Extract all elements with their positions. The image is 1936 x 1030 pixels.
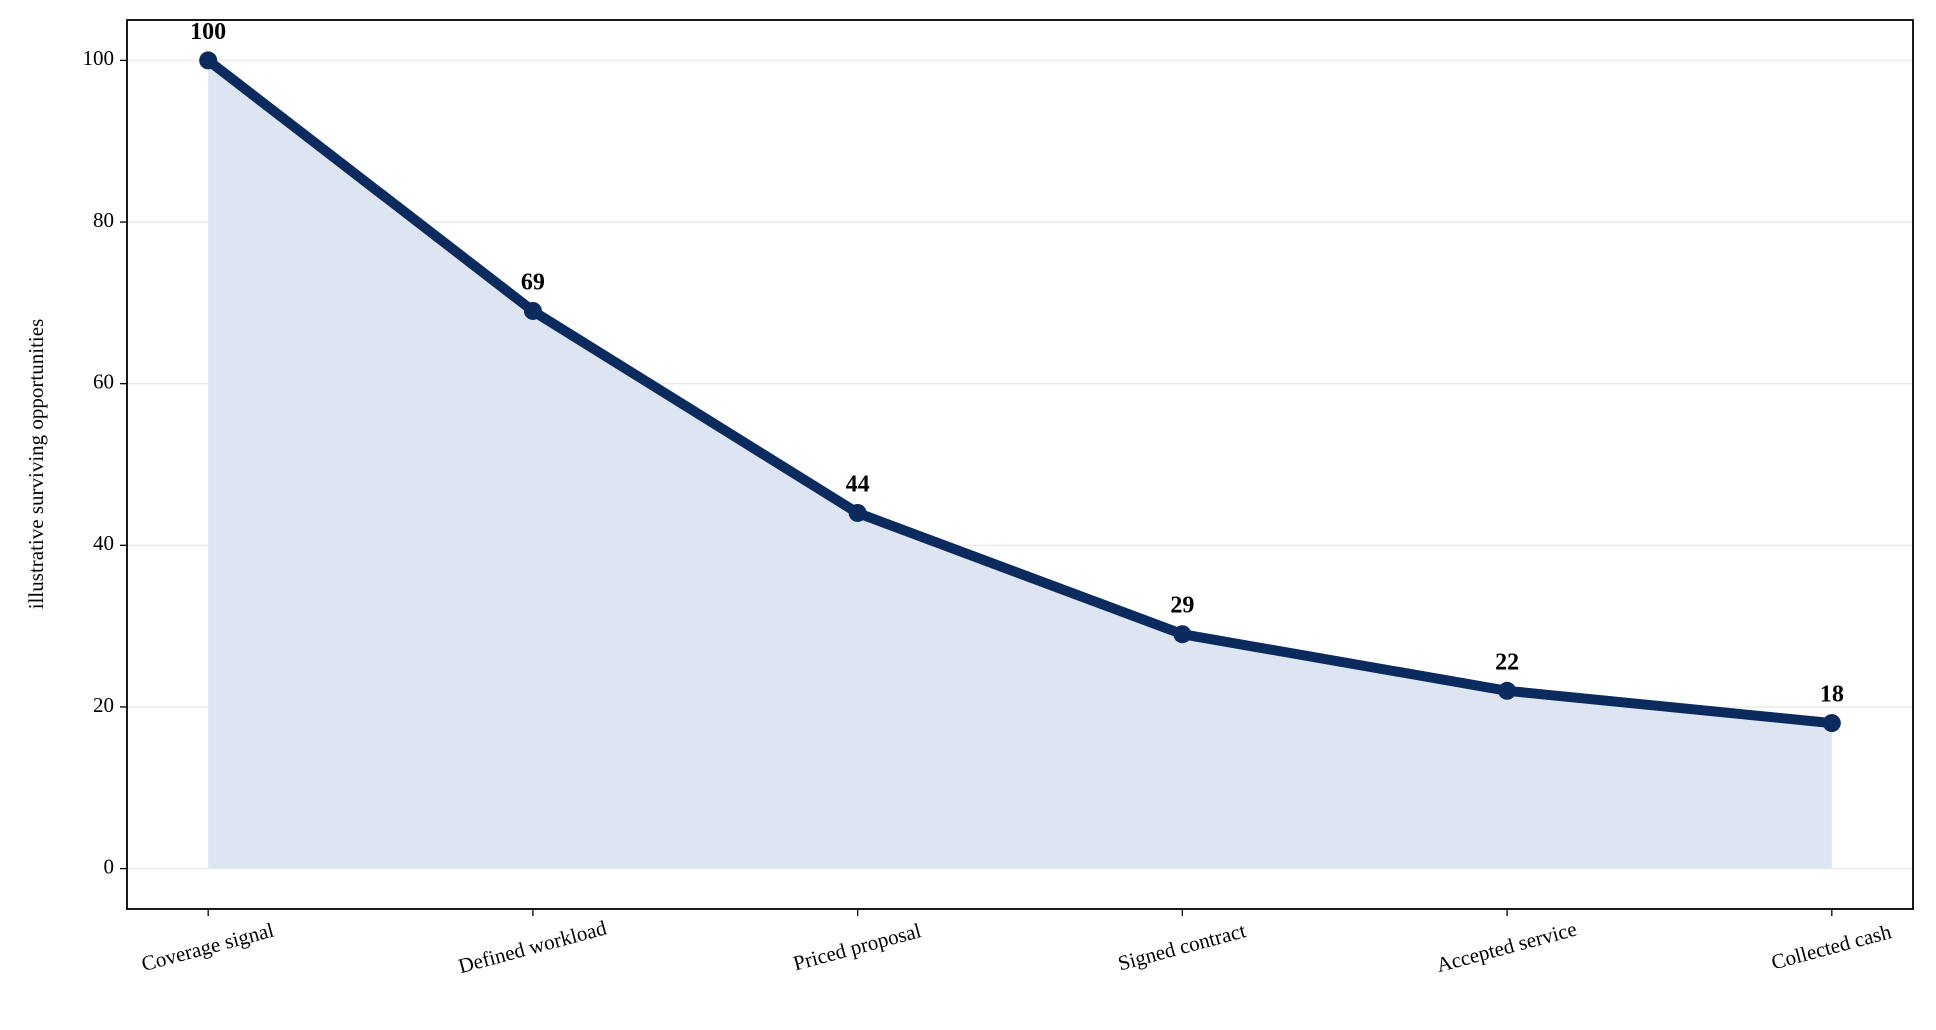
x-tick-label: Priced proposal xyxy=(791,918,924,975)
x-tick-label: Signed contract xyxy=(1115,918,1248,975)
area xyxy=(208,60,1832,869)
point xyxy=(1498,681,1517,700)
x-tick-label: Defined workload xyxy=(456,915,610,978)
line xyxy=(205,56,1833,729)
value-label: 69 xyxy=(521,269,545,295)
x-tick-label: Accepted service xyxy=(1434,917,1579,977)
y-tick-label: 40 xyxy=(93,531,114,555)
x-tick-label: Coverage signal xyxy=(139,918,277,976)
point xyxy=(523,301,542,320)
value-label: 100 xyxy=(190,19,226,45)
y-tick-label: 0 xyxy=(104,854,115,878)
y-tick-label: 20 xyxy=(93,693,114,717)
y-axis-label: illustrative surviving opportunities xyxy=(24,319,48,609)
x-tick-label: Collected cash xyxy=(1769,919,1895,974)
value-label: 29 xyxy=(1170,593,1194,619)
value-label: 22 xyxy=(1495,649,1519,675)
point xyxy=(1173,625,1192,644)
point xyxy=(199,51,218,70)
plot-frame xyxy=(126,19,1914,910)
y-tick-label: 100 xyxy=(83,46,115,70)
value-label: 18 xyxy=(1820,682,1844,708)
y-tick-label: 60 xyxy=(93,369,114,393)
y-tick-label: 80 xyxy=(93,208,114,232)
point xyxy=(1822,714,1841,733)
point xyxy=(848,503,867,522)
value-label: 44 xyxy=(846,471,870,497)
